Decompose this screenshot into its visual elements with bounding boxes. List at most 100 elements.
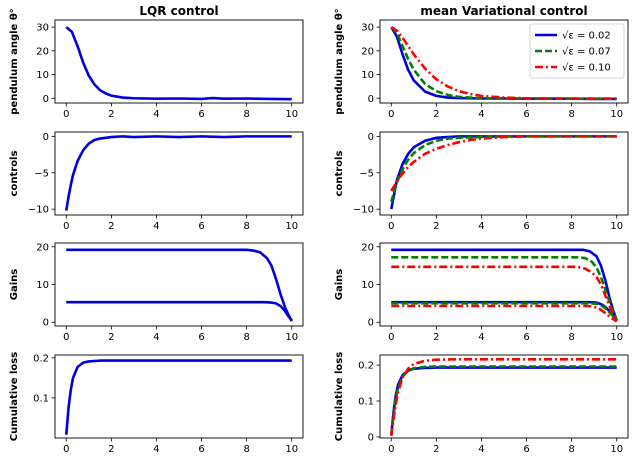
x-tick-label: 8 bbox=[568, 221, 574, 232]
x-tick-label: 6 bbox=[523, 444, 529, 455]
legend: √ε = 0.02 √ε = 0.07 √ε = 0.10 bbox=[529, 23, 625, 79]
x-tick-label: 6 bbox=[523, 332, 529, 343]
y-tick-label: 10 bbox=[36, 280, 49, 291]
x-tick-label: 10 bbox=[610, 221, 623, 232]
x-tick-label: 10 bbox=[285, 221, 298, 232]
subplot-p21: 0 2 4 6 8 10 0 10 20 Gains bbox=[334, 242, 629, 343]
x-tick-label: 4 bbox=[153, 109, 159, 120]
series-line-0 bbox=[64, 359, 292, 435]
x-tick-label: 10 bbox=[285, 444, 298, 455]
x-tick-label: 6 bbox=[523, 221, 529, 232]
x-tick-label: 8 bbox=[243, 221, 249, 232]
subplot-p20: 0 2 4 6 8 10 0 10 20 Gains bbox=[9, 242, 304, 343]
x-tick-label: 0 bbox=[388, 444, 394, 455]
x-tick-label: 0 bbox=[63, 332, 69, 343]
x-tick-label: 0 bbox=[388, 332, 394, 343]
x-tick-label: 4 bbox=[153, 444, 159, 455]
y-tick-label: 20 bbox=[36, 242, 49, 253]
y-tick-label: 0 bbox=[368, 94, 374, 105]
y-tick-label: −10 bbox=[28, 205, 49, 216]
x-tick-label: 4 bbox=[153, 221, 159, 232]
y-tick-label: 0.2 bbox=[33, 353, 49, 364]
y-axis-label: pendulum angle θ° bbox=[9, 8, 20, 114]
x-tick-label: 2 bbox=[108, 332, 114, 343]
x-tick-label: 0 bbox=[63, 444, 69, 455]
series-line-0 bbox=[389, 135, 617, 210]
y-axis-label: Cumulative loss bbox=[334, 352, 345, 441]
legend-frame bbox=[529, 23, 625, 79]
x-tick-label: 8 bbox=[243, 332, 249, 343]
y-tick-label: −5 bbox=[359, 168, 374, 179]
subplot-title: mean Variational control bbox=[420, 4, 587, 18]
y-tick-label: 30 bbox=[361, 23, 374, 34]
y-tick-label: 0 bbox=[368, 132, 374, 143]
x-tick-label: 8 bbox=[243, 444, 249, 455]
subplot-p11: 0 2 4 6 8 10 −10 −5 0 controls bbox=[334, 131, 629, 232]
x-tick-label: 6 bbox=[523, 109, 529, 120]
x-tick-label: 4 bbox=[478, 444, 484, 455]
series-line-2 bbox=[391, 256, 618, 322]
y-tick-label: −5 bbox=[34, 168, 49, 179]
y-axis-label: controls bbox=[9, 151, 20, 197]
x-tick-label: 0 bbox=[63, 109, 69, 120]
axes-frame bbox=[54, 131, 304, 216]
series-line-3 bbox=[391, 302, 618, 321]
y-axis-label: pendulum angle θ° bbox=[334, 8, 345, 114]
y-axis-label: Cumulative loss bbox=[9, 352, 20, 441]
x-tick-label: 2 bbox=[108, 221, 114, 232]
series-line-5 bbox=[391, 304, 618, 323]
x-tick-label: 2 bbox=[433, 221, 439, 232]
x-tick-label: 0 bbox=[388, 109, 394, 120]
y-tick-label: 0.1 bbox=[358, 396, 374, 407]
x-tick-label: 4 bbox=[478, 221, 484, 232]
x-tick-label: 2 bbox=[433, 109, 439, 120]
series-line-0 bbox=[65, 26, 292, 101]
x-tick-label: 8 bbox=[568, 444, 574, 455]
subplot-title: LQR control bbox=[139, 4, 218, 18]
x-tick-label: 10 bbox=[610, 109, 623, 120]
x-tick-label: 10 bbox=[285, 332, 298, 343]
y-tick-label: 10 bbox=[361, 280, 374, 291]
axes-frame bbox=[379, 19, 629, 104]
y-tick-label: 20 bbox=[361, 242, 374, 253]
subplot-p10: 0 2 4 6 8 10 −10 −5 0 controls bbox=[9, 131, 304, 232]
y-tick-label: 30 bbox=[36, 23, 49, 34]
subplot-p00: 0 2 4 6 8 10 0 10 20 30 pendulum angle θ° LQR contr… bbox=[9, 4, 304, 120]
y-axis-label: Gains bbox=[9, 269, 20, 301]
y-tick-label: −10 bbox=[353, 205, 374, 216]
x-tick-label: 8 bbox=[568, 332, 574, 343]
subplot-p31: 0 2 4 6 8 10 0 0.1 0.2 Cumulative loss bbox=[334, 352, 629, 455]
x-tick-label: 6 bbox=[198, 109, 204, 120]
x-tick-label: 2 bbox=[433, 332, 439, 343]
y-tick-label: 10 bbox=[361, 70, 374, 81]
y-tick-label: 20 bbox=[36, 46, 49, 57]
y-axis-label: Gains bbox=[334, 269, 345, 301]
series-line-2 bbox=[390, 135, 617, 192]
x-tick-label: 6 bbox=[198, 221, 204, 232]
axes-frame bbox=[54, 242, 304, 327]
y-tick-label: 10 bbox=[36, 70, 49, 81]
legend-label: √ε = 0.10 bbox=[562, 63, 611, 74]
x-tick-label: 2 bbox=[108, 444, 114, 455]
x-tick-label: 4 bbox=[153, 332, 159, 343]
y-tick-label: 0 bbox=[43, 94, 49, 105]
x-tick-label: 10 bbox=[285, 109, 298, 120]
y-tick-label: 0 bbox=[368, 432, 374, 443]
x-tick-label: 8 bbox=[243, 109, 249, 120]
series-line-1 bbox=[390, 135, 617, 203]
series-line-4 bbox=[391, 265, 618, 322]
x-tick-label: 4 bbox=[478, 109, 484, 120]
x-tick-label: 6 bbox=[198, 444, 204, 455]
axes-frame bbox=[379, 354, 629, 439]
x-tick-label: 2 bbox=[108, 109, 114, 120]
subplot-p01: 0 2 4 6 8 10 0 10 20 30 pendulum angle θ° mean Vari… bbox=[334, 4, 629, 120]
x-tick-label: 0 bbox=[388, 221, 394, 232]
axes-frame bbox=[54, 354, 304, 439]
x-tick-label: 8 bbox=[568, 109, 574, 120]
y-tick-label: 0 bbox=[368, 318, 374, 329]
y-tick-label: 0 bbox=[43, 132, 49, 143]
y-tick-label: 0 bbox=[43, 318, 49, 329]
axes-frame bbox=[379, 131, 629, 216]
series-line-0 bbox=[389, 366, 617, 436]
